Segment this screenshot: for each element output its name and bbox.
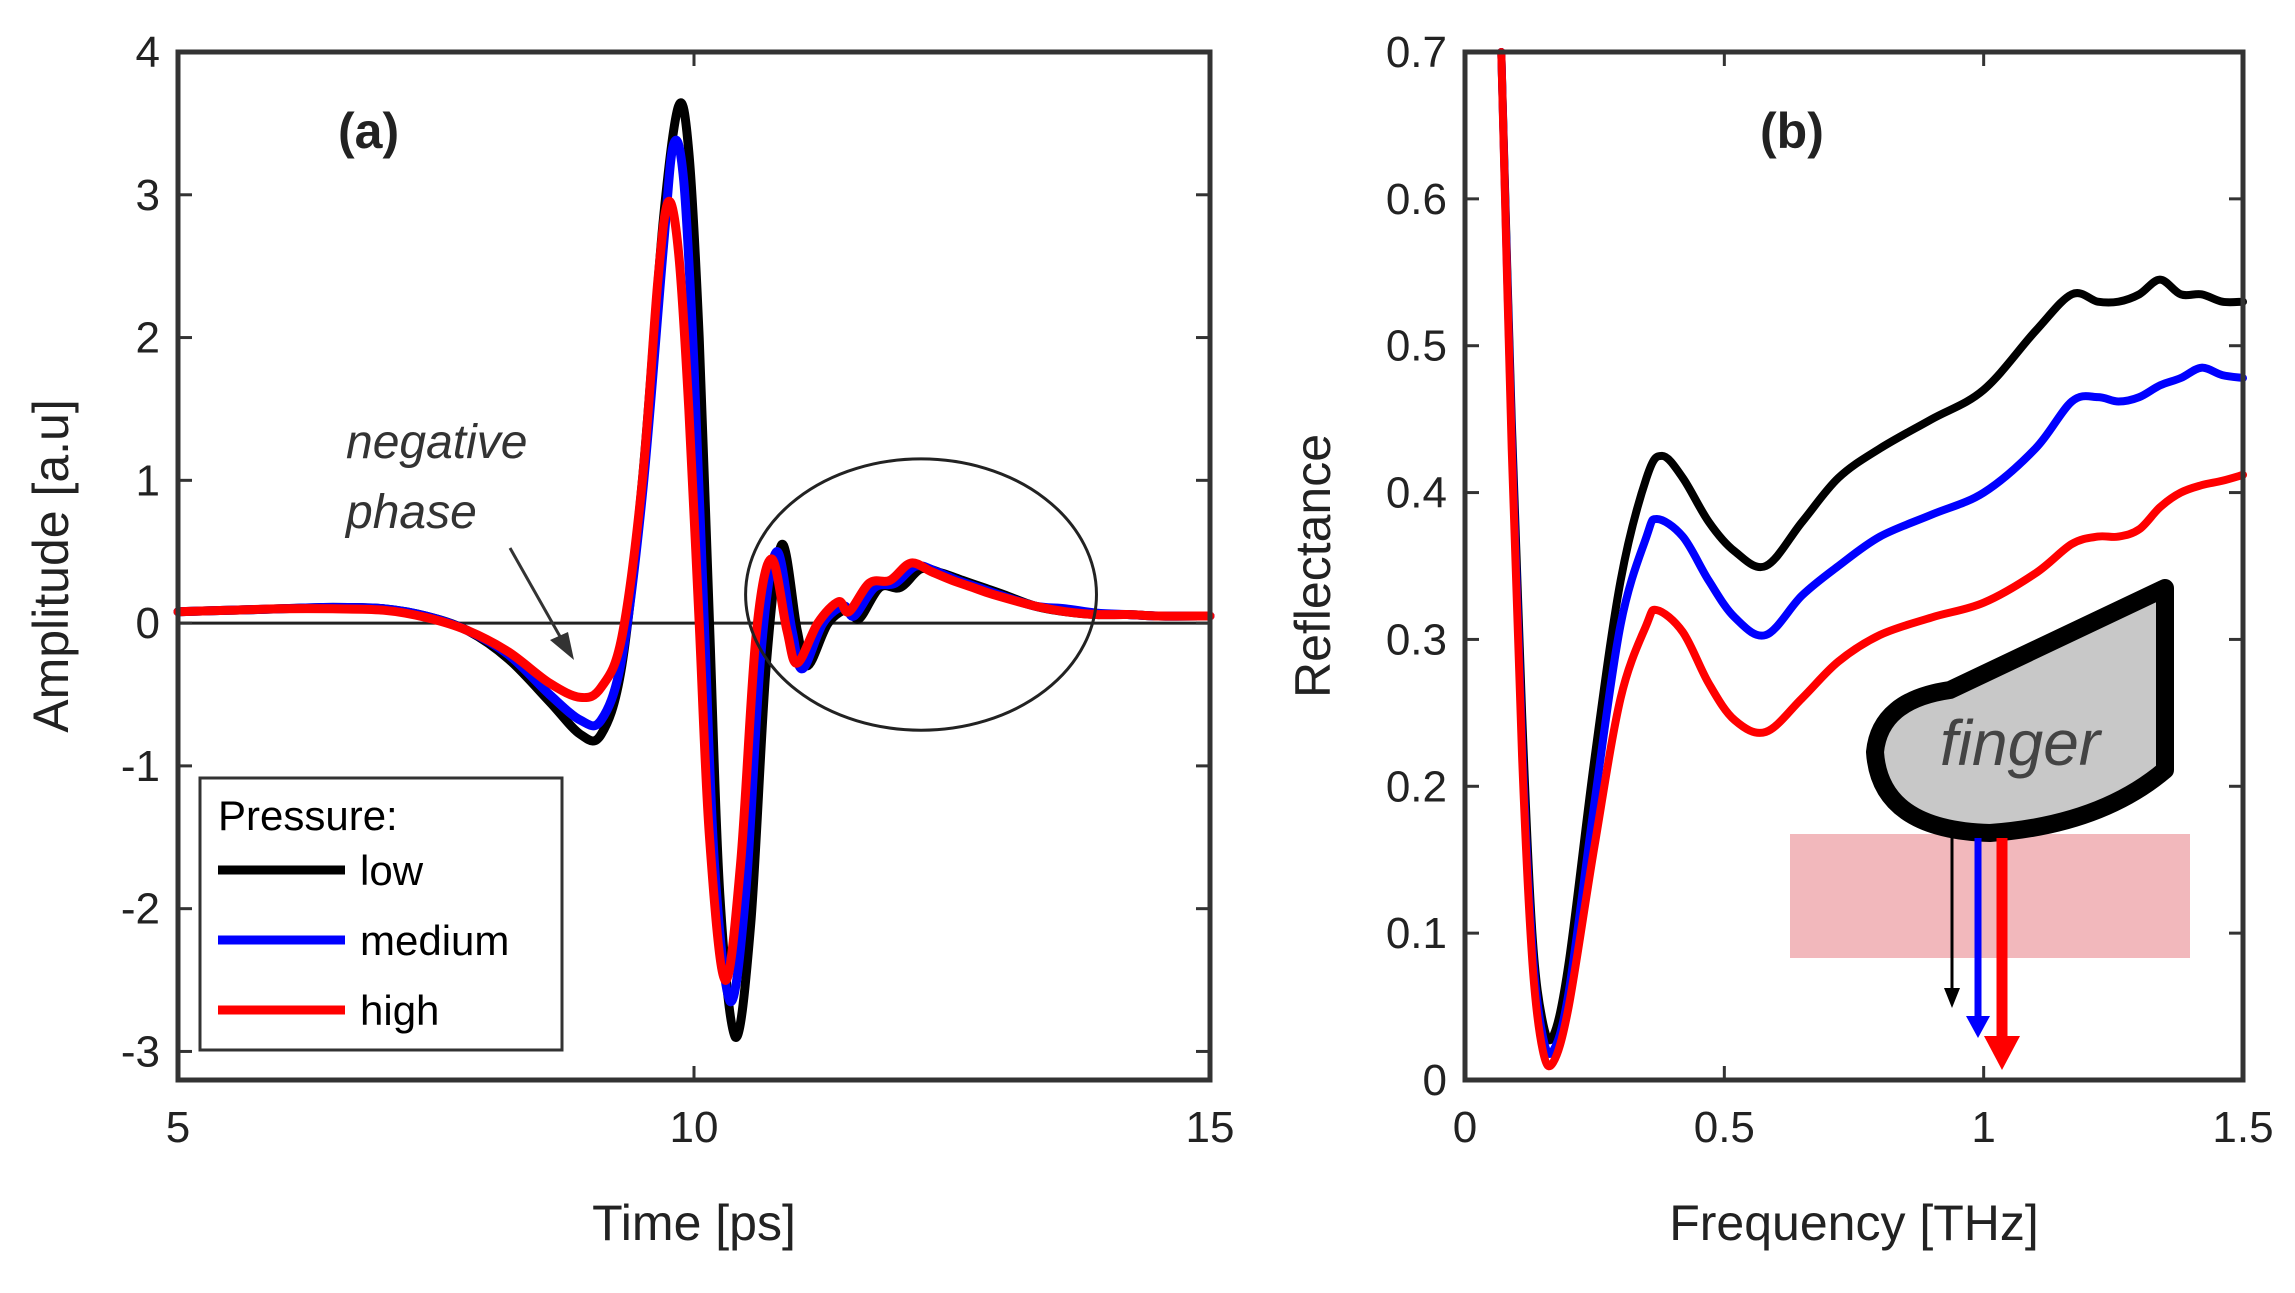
panel-a-x-axis-label: Time [ps] — [592, 1195, 796, 1251]
panel-a-x-tick-label: 10 — [670, 1103, 719, 1152]
panel-a-y-tick-label: -2 — [121, 885, 160, 934]
panel-b-x-axis-label: Frequency [THz] — [1669, 1195, 2039, 1251]
reflection-arrowhead-medium — [1966, 1016, 1990, 1038]
panel-a-y-tick-label: -3 — [121, 1027, 160, 1076]
legend-title: Pressure: — [218, 792, 398, 839]
sample-slab — [1790, 834, 2190, 958]
panel-a-x-tick-label: 5 — [166, 1103, 190, 1152]
panel-b-y-tick-label: 0.2 — [1386, 762, 1447, 811]
negative-phase-annotation-line1: negative — [346, 416, 527, 469]
panel-b-x-tick-label: 0.5 — [1694, 1103, 1755, 1152]
panel-b-frame — [1462, 49, 2246, 1083]
panel-b-x-tick-label: 0 — [1453, 1103, 1477, 1152]
panel-b-chart: finger 0 0.5 1 1.5 0 0.1 0.2 0.3 0.4 0.5 0.6 0.7 (b… — [1285, 28, 2274, 1251]
legend-box — [198, 776, 564, 1052]
negative-phase-annotation-line2: phase — [344, 486, 477, 539]
panel-a-label: (a) — [338, 103, 399, 159]
panel-a-y-tick-label: 1 — [136, 456, 160, 505]
panel-a-y-tick-label: 0 — [136, 599, 160, 648]
panel-b-y-axis-label: Reflectance — [1285, 434, 1341, 698]
panel-a-y-tick-label: 4 — [136, 28, 160, 77]
panel-b-y-tick-label: 0.5 — [1386, 322, 1447, 371]
finger-label: finger — [1940, 707, 2103, 779]
panel-a-y-tick-label: 2 — [136, 314, 160, 363]
panel-b-y-tick-label: 0.6 — [1386, 175, 1447, 224]
panel-b-label: (b) — [1760, 103, 1824, 159]
panel-b-y-tick-label: 0.4 — [1386, 469, 1447, 518]
panel-a-x-tick-label: 15 — [1186, 1103, 1235, 1152]
panel-b-y-tick-label: 0.7 — [1386, 28, 1447, 77]
negative-phase-arrowhead — [550, 632, 574, 660]
finger-inset: finger — [1790, 579, 2190, 1070]
panel-a-series-high — [173, 196, 1215, 985]
panel-b-x-tick-label: 1.5 — [2212, 1103, 2273, 1152]
legend-entry-high: high — [360, 987, 439, 1034]
highlight-ellipse — [744, 457, 1098, 732]
panel-a-y-axis-label: Amplitude [a.u] — [23, 399, 79, 733]
finger-shape — [1866, 579, 2174, 842]
legend: Pressure: low medium high — [198, 776, 564, 1052]
panel-a-chart: 5 10 15 -3 -2 -1 0 1 2 3 4 (a) negative phase Pres… — [23, 28, 1234, 1251]
panel-b-y-tick-label: 0.3 — [1386, 615, 1447, 664]
reflection-arrowhead-low — [1944, 988, 1960, 1008]
panel-a-y-tick-label: 3 — [136, 171, 160, 220]
panel-b-y-tick-label: 0 — [1423, 1056, 1447, 1105]
legend-entry-medium: medium — [360, 917, 509, 964]
panel-a-y-tick-label: -1 — [121, 742, 160, 791]
panel-b-y-tick-label: 0.1 — [1386, 909, 1447, 958]
reflection-arrowhead-high — [1984, 1036, 2020, 1070]
panel-b-x-tick-label: 1 — [1971, 1103, 1995, 1152]
legend-entry-low: low — [360, 847, 424, 894]
negative-phase-arrow — [508, 547, 564, 641]
panel-b-series-high — [1497, 48, 2247, 1071]
